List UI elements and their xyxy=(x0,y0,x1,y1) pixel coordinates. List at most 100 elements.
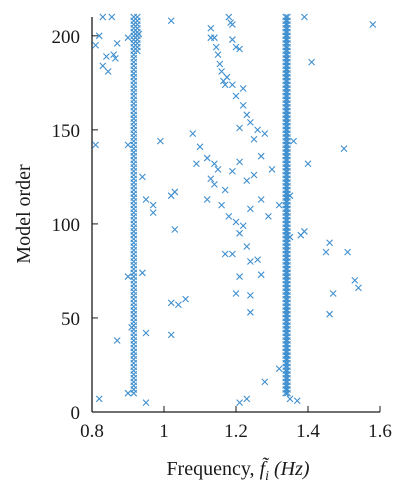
pole-marker xyxy=(322,248,330,256)
pole-marker xyxy=(203,196,211,203)
pole-marker xyxy=(124,389,132,397)
pole-marker xyxy=(225,13,233,21)
pole-marker xyxy=(124,273,132,280)
x-tick-label: 1.6 xyxy=(368,421,392,442)
pole-marker xyxy=(139,269,146,277)
pole-marker xyxy=(103,53,110,60)
pole-marker xyxy=(239,102,247,109)
pole-marker xyxy=(247,291,254,299)
pole-marker xyxy=(189,130,197,138)
pole-marker xyxy=(92,141,99,149)
pole-marker xyxy=(232,92,240,100)
pole-marker xyxy=(113,337,121,344)
pole-marker xyxy=(99,62,107,70)
pole-marker xyxy=(308,58,315,66)
pole-marker xyxy=(216,60,224,68)
pole-marker xyxy=(149,201,157,209)
pole-marker xyxy=(113,39,121,47)
pole-marker xyxy=(236,124,243,132)
pole-marker xyxy=(207,24,215,32)
pole-marker xyxy=(229,21,236,28)
pole-marker xyxy=(110,51,117,59)
pole-marker xyxy=(211,160,218,168)
pole-marker xyxy=(247,118,254,126)
pole-marker xyxy=(218,201,225,209)
pole-marker xyxy=(286,233,294,241)
pole-marker xyxy=(223,73,231,81)
pole-marker xyxy=(254,126,261,134)
pole-marker xyxy=(182,295,189,303)
x-axis-title-unit: (Hz) xyxy=(269,458,310,480)
x-tick-label: 0.8 xyxy=(80,421,104,442)
pole-marker xyxy=(139,173,146,181)
y-tick-label: 200 xyxy=(52,27,81,48)
pole-marker xyxy=(171,226,179,233)
pole-marker xyxy=(257,196,265,203)
pole-marker xyxy=(355,284,362,292)
pole-marker xyxy=(207,175,215,183)
pole-marker xyxy=(218,68,225,75)
pole-marker xyxy=(290,137,297,145)
pole-marker xyxy=(221,186,229,194)
pole-marker xyxy=(243,177,251,185)
pole-marker xyxy=(207,34,215,42)
pole-marker xyxy=(99,13,107,21)
pole-marker xyxy=(236,273,243,280)
pole-marker xyxy=(243,395,251,403)
pole-marker xyxy=(329,290,337,297)
pole-marker xyxy=(212,43,220,51)
pole-marker xyxy=(128,323,135,331)
pole-marker xyxy=(239,85,247,92)
pole-marker xyxy=(261,378,269,386)
pole-marker xyxy=(232,290,240,297)
pole-marker xyxy=(275,365,283,373)
pole-marker xyxy=(214,165,222,173)
pole-marker xyxy=(236,45,243,53)
x-tick-label: 1.2 xyxy=(224,421,248,442)
pole-marker xyxy=(275,201,283,209)
pole-marker xyxy=(232,218,240,226)
pole-marker xyxy=(221,81,229,89)
pole-marker xyxy=(243,243,251,250)
pole-marker xyxy=(236,158,243,166)
pole-marker xyxy=(340,145,348,153)
pole-marker xyxy=(247,308,254,316)
x-axis-title-symbol: f̃ xyxy=(260,456,270,480)
y-tick-label: 50 xyxy=(61,309,80,330)
pole-marker xyxy=(214,51,222,59)
x-ticks: 0.8 1 1.2 1.4 1.6 xyxy=(80,406,392,442)
pole-marker xyxy=(142,329,150,337)
pole-marker xyxy=(268,165,276,173)
pole-marker xyxy=(92,41,99,49)
pole-marker xyxy=(232,43,240,51)
pole-marker xyxy=(171,188,179,196)
pole-marker xyxy=(261,130,269,138)
pole-marker xyxy=(167,331,175,339)
pole-marker xyxy=(257,152,265,160)
x-axis-title-prefix: Frequency, xyxy=(166,458,259,480)
pole-marker xyxy=(326,239,333,247)
y-tick-label: 150 xyxy=(52,121,81,142)
pole-marker xyxy=(301,13,308,21)
pole-marker xyxy=(265,212,272,220)
pole-marker xyxy=(95,32,103,40)
pole-marker xyxy=(369,21,377,28)
pole-marker xyxy=(149,209,157,217)
pole-marker xyxy=(254,256,261,264)
pole-marker xyxy=(108,13,116,21)
x-axis-title-subscript: i xyxy=(265,469,269,484)
data-markers xyxy=(92,13,377,406)
pole-marker xyxy=(104,68,112,75)
pole-marker xyxy=(229,36,236,43)
pole-marker xyxy=(247,205,254,213)
y-axis-title: Model order xyxy=(13,164,35,264)
pole-marker xyxy=(167,17,175,25)
pole-marker xyxy=(135,30,143,38)
pole-marker xyxy=(301,228,308,235)
pole-marker xyxy=(344,248,351,256)
pole-marker xyxy=(95,395,103,403)
stable-pole-marker xyxy=(284,13,291,21)
pole-marker xyxy=(142,399,150,406)
pole-marker xyxy=(351,276,359,284)
